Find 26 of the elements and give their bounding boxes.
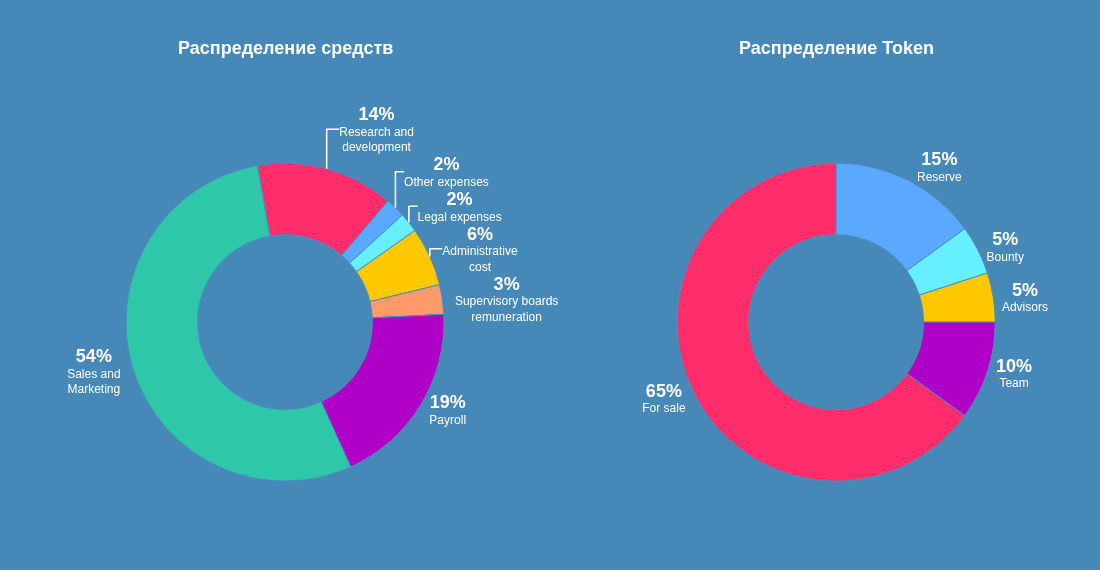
data-label: 2% [433, 154, 460, 175]
data-label: 10% [996, 355, 1033, 376]
data-label: 2% [446, 189, 473, 210]
slice-label: Research and development [339, 124, 414, 155]
slice-label: Other expenses [404, 175, 489, 190]
slice-label: Payroll [429, 412, 467, 427]
slice-label: Sales and Marketing [67, 366, 121, 397]
data-label: 19% [429, 392, 466, 413]
data-label: 15% [921, 149, 958, 170]
slice-label: Supervisory boards remuneration [454, 294, 559, 325]
data-label: 14% [358, 104, 395, 125]
data-label: 5% [1011, 279, 1038, 300]
slice-label: Team [999, 376, 1029, 391]
data-label: 5% [992, 229, 1019, 250]
chart-title: Распределение средств [178, 38, 394, 58]
slice-label: Administrative cost [442, 244, 519, 274]
data-label: 65% [645, 380, 682, 401]
data-label: 6% [467, 223, 494, 244]
chart-title: Распределение Token [739, 38, 934, 58]
data-label: 3% [493, 273, 520, 294]
slice-label: Reserve [917, 170, 963, 184]
slice-label: Bounty [986, 249, 1024, 264]
slice-label: Advisors [1001, 300, 1048, 315]
data-label: 54% [75, 346, 112, 367]
slice-label: For sale [642, 401, 686, 416]
slice-label: Legal expenses [417, 209, 502, 224]
